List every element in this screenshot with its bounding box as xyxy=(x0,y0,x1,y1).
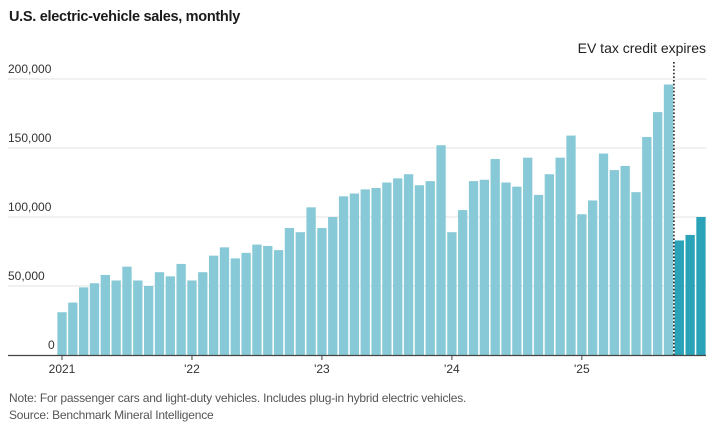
bar: 2023-02: 100,000 xyxy=(328,217,338,355)
bar: 2025-09: 196,000 xyxy=(663,84,674,356)
bar: 2021-06: 54,000 xyxy=(111,280,121,355)
bar: 2023-07: 125,000 xyxy=(382,182,392,355)
bar-chart: 0 50,000 100,000 150,000 200,000 2021-01: 31… xyxy=(8,40,706,376)
bar: 2024-07: 122,000 xyxy=(512,186,522,355)
bar: 2024-09: 116,000 xyxy=(533,194,544,355)
bar: 2022-10: 92,000 xyxy=(284,228,295,355)
x-tick-label: '24 xyxy=(444,362,460,376)
x-tick-label: '23 xyxy=(314,362,330,376)
bar: 2021-05: 58,000 xyxy=(100,274,110,355)
bar: 2024-02: 105,000 xyxy=(458,210,468,355)
y-tick-label: 100,000 xyxy=(8,200,52,214)
bar: 2022-01: 54,000 xyxy=(187,280,197,355)
bar: 2021-03: 49,000 xyxy=(79,287,89,355)
bar: 2023-05: 120,000 xyxy=(360,189,370,355)
chart-note: Note: For passenger cars and light-duty … xyxy=(9,391,467,405)
bar: 2023-03: 115,000 xyxy=(338,196,349,355)
bar: 2022-12: 107,000 xyxy=(306,207,316,355)
bar: 2025-12: 100,000 xyxy=(696,217,706,355)
annotation: EV tax credit expires xyxy=(578,40,706,355)
bar: 2025-07: 158,000 xyxy=(642,136,652,355)
tax-credit-annotation: EV tax credit expires xyxy=(578,40,706,56)
y-tick-label: 150,000 xyxy=(8,131,52,145)
bar: 2025-08: 176,000 xyxy=(653,112,663,356)
y-axis-labels: 0 50,000 100,000 150,000 200,000 xyxy=(8,62,55,352)
bar: 2023-12: 152,000 xyxy=(436,145,446,355)
bar: 2022-05: 70,000 xyxy=(230,258,240,355)
chart-source: Source: Benchmark Mineral Intelligence xyxy=(9,408,214,422)
bar: 2024-05: 142,000 xyxy=(490,159,500,355)
bar: 2024-06: 125,000 xyxy=(501,182,511,355)
bar: 2024-01: 89,000 xyxy=(447,232,457,355)
bar: 2024-08: 143,000 xyxy=(523,157,533,355)
bar: 2025-06: 118,000 xyxy=(631,192,641,355)
bar: 2023-09: 131,000 xyxy=(403,174,414,355)
bar: 2025-03: 146,000 xyxy=(598,153,609,355)
bar: 2022-03: 72,000 xyxy=(208,255,219,355)
x-axis: 2021 '22 '23 '24 '25 xyxy=(8,354,706,376)
bar: 2023-08: 128,000 xyxy=(393,178,403,355)
bar: 2023-04: 117,000 xyxy=(349,193,360,355)
chart-title: U.S. electric-vehicle sales, monthly xyxy=(9,9,240,25)
bar: 2021-01: 31,000 xyxy=(57,312,67,355)
bar: 2023-06: 121,000 xyxy=(371,188,381,355)
bar: 2021-09: 50,000 xyxy=(143,286,154,355)
bar: 2022-06: 74,000 xyxy=(241,252,251,355)
bar: 2021-12: 66,000 xyxy=(176,263,186,355)
bar: 2021-02: 38,000 xyxy=(68,302,78,355)
bar: 2025-11: 87,000 xyxy=(685,234,695,355)
bar: 2024-04: 127,000 xyxy=(479,179,490,355)
bar: 2025-10: 83,000 xyxy=(674,240,684,355)
bar: 2025-04: 134,000 xyxy=(609,170,619,355)
bar: 2021-11: 57,000 xyxy=(165,276,175,355)
x-tick-label: 2021 xyxy=(49,362,76,376)
x-tick-label: '25 xyxy=(574,362,590,376)
bar: 2021-10: 60,000 xyxy=(154,272,165,355)
bar: 2023-11: 126,000 xyxy=(425,181,435,355)
bar: 2023-10: 123,000 xyxy=(414,185,425,355)
x-tick-label: '22 xyxy=(184,362,200,376)
y-tick-label: 200,000 xyxy=(8,62,52,76)
bar: 2022-09: 76,000 xyxy=(273,250,284,355)
bar: 2022-02: 60,000 xyxy=(198,272,208,355)
y-tick-label: 0 xyxy=(48,338,55,352)
bar: 2022-11: 89,000 xyxy=(295,232,305,355)
bar: 2024-03: 126,000 xyxy=(468,181,479,355)
bar: 2022-04: 78,000 xyxy=(219,247,230,355)
bar: 2021-08: 54,000 xyxy=(133,280,143,355)
bar: 2024-10: 131,000 xyxy=(544,174,554,355)
bar: 2025-05: 137,000 xyxy=(620,165,630,355)
bar: 2025-01: 102,000 xyxy=(577,214,587,355)
bar: 2024-11: 143,000 xyxy=(555,157,565,355)
bar: 2021-04: 52,000 xyxy=(89,283,100,355)
bar: 2022-07: 80,000 xyxy=(252,244,262,355)
bar: 2024-12: 159,000 xyxy=(566,135,576,355)
bar: 2023-01: 92,000 xyxy=(317,228,327,355)
bar: 2022-08: 79,000 xyxy=(263,245,273,355)
y-tick-label: 50,000 xyxy=(8,269,45,283)
bar: 2025-02: 112,000 xyxy=(588,200,598,355)
bar: 2021-07: 64,000 xyxy=(122,266,132,355)
